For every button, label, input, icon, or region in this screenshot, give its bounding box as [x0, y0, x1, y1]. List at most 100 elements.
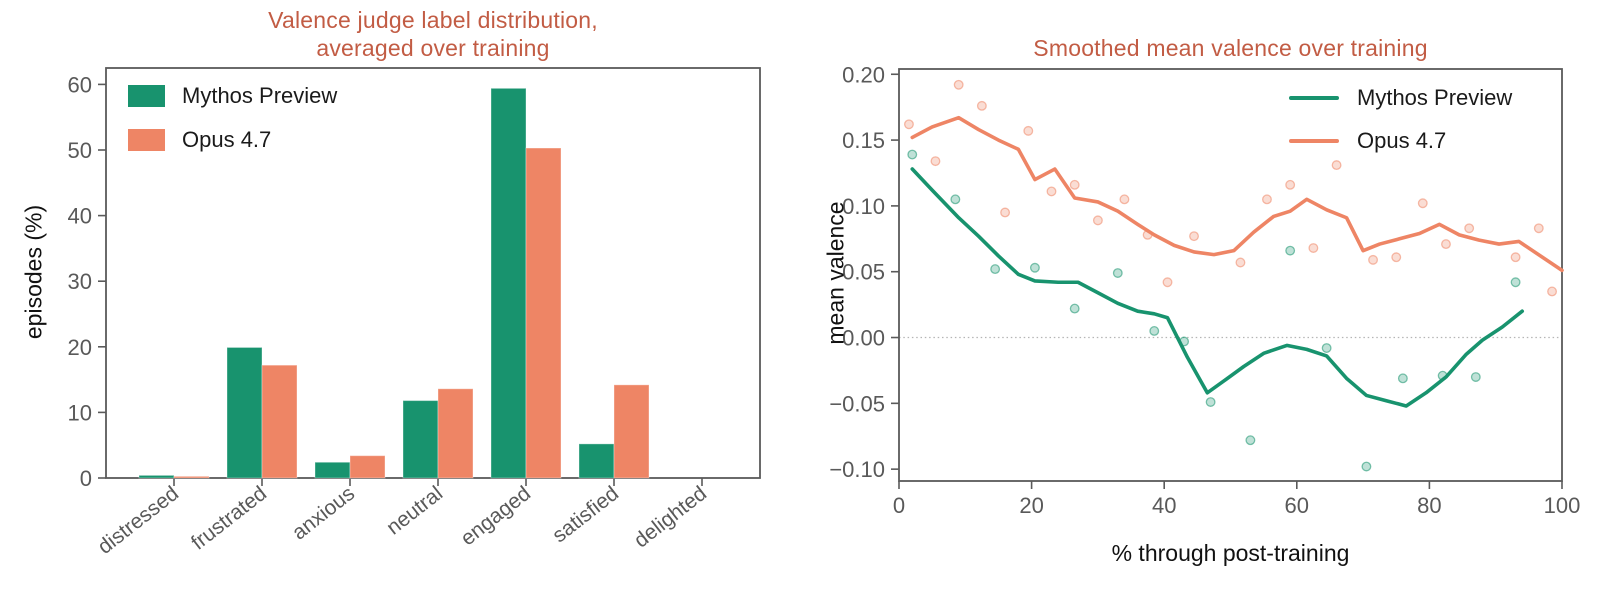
scatter-point-mythos-preview [1205, 397, 1216, 407]
x-tick-label: 60 [1285, 493, 1309, 518]
scatter-point-opus-4-7 [1235, 257, 1246, 268]
scatter-point-opus-4-7 [903, 119, 914, 130]
bar-frustrated [226, 346, 263, 479]
x-tick-label: frustrated [187, 482, 271, 555]
scatter-point-opus-4-7 [1533, 223, 1544, 234]
scatter-point-opus-4-7 [1441, 239, 1451, 250]
scatter-point-opus-4-7 [1510, 252, 1521, 263]
x-tick-label: 100 [1544, 493, 1581, 518]
line-chart-panel: 0.20 0.15 0.10 0.05 0.00 −0.05 −0.10 0 20 40 60 80 1… [800, 0, 1600, 598]
y-tick-label: 20 [68, 335, 92, 360]
scatter-point-opus-4-7 [1464, 223, 1475, 234]
bar-engaged [525, 147, 562, 479]
legend-label: Opus 4.7 [1357, 128, 1447, 153]
x-tick-label: delighted [630, 482, 711, 553]
scatter-point-opus-4-7 [1069, 179, 1080, 190]
bar-frustrated [261, 364, 298, 479]
y-tick-label: 0 [80, 466, 92, 491]
y-tick-label: 0.15 [842, 128, 885, 153]
smoothed-line-mythos-preview [910, 167, 1525, 408]
mythos-preview-line-swatch-icon [1289, 96, 1339, 100]
scatter-point-mythos-preview [1510, 277, 1521, 288]
x-tick-label: engaged [456, 482, 535, 550]
scatter-point-opus-4-7 [1119, 194, 1130, 205]
y-tick-label: 0.20 [842, 62, 885, 87]
line-chart-xlabel: % through post-training [1111, 540, 1350, 566]
x-tick-label: anxious [288, 482, 359, 545]
legend-label: Mythos Preview [1357, 85, 1513, 110]
y-tick-label: −0.10 [829, 457, 885, 482]
y-tick-label: 60 [68, 72, 92, 97]
bar-satisfied [613, 384, 650, 479]
legend-label: Mythos Preview [182, 83, 338, 108]
bar-chart-plot: 0 10 20 30 40 50 60 distressed frustrated anxious… [68, 67, 761, 559]
line-chart-title: Smoothed mean valence over training [1033, 35, 1428, 61]
smoothed-line-opus-4-7 [910, 115, 1564, 273]
scatter-point-mythos-preview [1321, 343, 1332, 354]
scatter-point-opus-4-7 [1023, 125, 1034, 136]
axes-spines [898, 68, 1563, 482]
scatter-point-mythos-preview [990, 264, 1001, 275]
scatter-point-mythos-preview [1112, 268, 1123, 278]
x-tick-label: 0 [893, 493, 905, 518]
x-tick-label: neutral [382, 482, 447, 540]
line-chart-plot: 0.20 0.15 0.10 0.05 0.00 −0.05 −0.10 0 20 40 60 80 1… [829, 62, 1581, 518]
bar-anxious [349, 455, 386, 479]
x-tick-label: 20 [1019, 493, 1043, 518]
scatter-point-opus-4-7 [1547, 286, 1558, 297]
scatter-point-opus-4-7 [1162, 277, 1173, 288]
bar-chart-title-line1: Valence judge label distribution, [268, 7, 598, 33]
scatter-point-mythos-preview [1029, 262, 1040, 273]
scatter-point-opus-4-7 [976, 100, 987, 111]
bar-satisfied [578, 443, 615, 479]
scatter-point-opus-4-7 [1285, 179, 1296, 190]
scatter-point-mythos-preview [950, 194, 961, 205]
x-tick-label: 40 [1152, 493, 1176, 518]
scatter-point-opus-4-7 [1189, 231, 1199, 242]
scatter-point-mythos-preview [1069, 303, 1080, 314]
scatter-point-mythos-preview [1245, 435, 1256, 446]
x-tick-label: satisfied [548, 482, 623, 548]
bar-chart-panel: 0 10 20 30 40 50 60 distressed frustrated anxious… [20, 6, 761, 559]
scatter-point-opus-4-7 [1308, 243, 1319, 253]
scatter-point-opus-4-7 [1391, 252, 1402, 263]
scatter-point-opus-4-7 [1092, 215, 1103, 226]
x-tick-label: 80 [1417, 493, 1441, 518]
bar-chart-title: Valence judge label distribution, averag… [106, 6, 760, 62]
bar-anxious [314, 461, 351, 479]
legend-label: Opus 4.7 [182, 127, 272, 152]
scatter-point-mythos-preview [1397, 373, 1408, 384]
y-tick-label: 10 [68, 400, 92, 425]
legend-item-mythos-preview: Mythos Preview [128, 83, 338, 108]
scatter-point-opus-4-7 [953, 79, 964, 90]
scatter-point-opus-4-7 [1417, 198, 1428, 209]
mythos-preview-swatch-icon [128, 85, 165, 107]
scatter-point-mythos-preview [1149, 325, 1160, 336]
legend-item-mythos-preview: Mythos Preview [1289, 85, 1513, 110]
y-tick-label: −0.05 [829, 391, 885, 416]
scatter-point-opus-4-7 [1046, 186, 1057, 197]
scatter-point-mythos-preview [1361, 461, 1372, 472]
bar-engaged [490, 87, 527, 479]
y-tick-label: 50 [68, 138, 92, 163]
scatter-point-opus-4-7 [930, 156, 941, 167]
bar-distressed [138, 474, 175, 479]
opus-line-swatch-icon [1289, 139, 1339, 143]
scatter-point-mythos-preview [1470, 372, 1481, 382]
scatter-point-mythos-preview [1285, 245, 1296, 256]
y-tick-label: 0.00 [842, 326, 885, 351]
line-chart-ylabel: mean valence [822, 201, 849, 345]
bar-neutral [437, 388, 474, 479]
y-tick-label: 40 [68, 204, 92, 229]
legend-item-opus: Opus 4.7 [128, 127, 272, 152]
y-tick-label: 30 [68, 269, 92, 294]
scatter-point-mythos-preview [907, 149, 918, 160]
scatter-point-opus-4-7 [1368, 254, 1378, 265]
bar-distressed [173, 475, 210, 479]
scatter-point-opus-4-7 [1331, 160, 1342, 171]
y-tick-label: 0.10 [842, 194, 885, 219]
scatter-point-opus-4-7 [1262, 194, 1272, 205]
y-tick-label: 0.05 [842, 260, 885, 285]
bar-chart-ylabel: episodes (%) [20, 204, 47, 340]
